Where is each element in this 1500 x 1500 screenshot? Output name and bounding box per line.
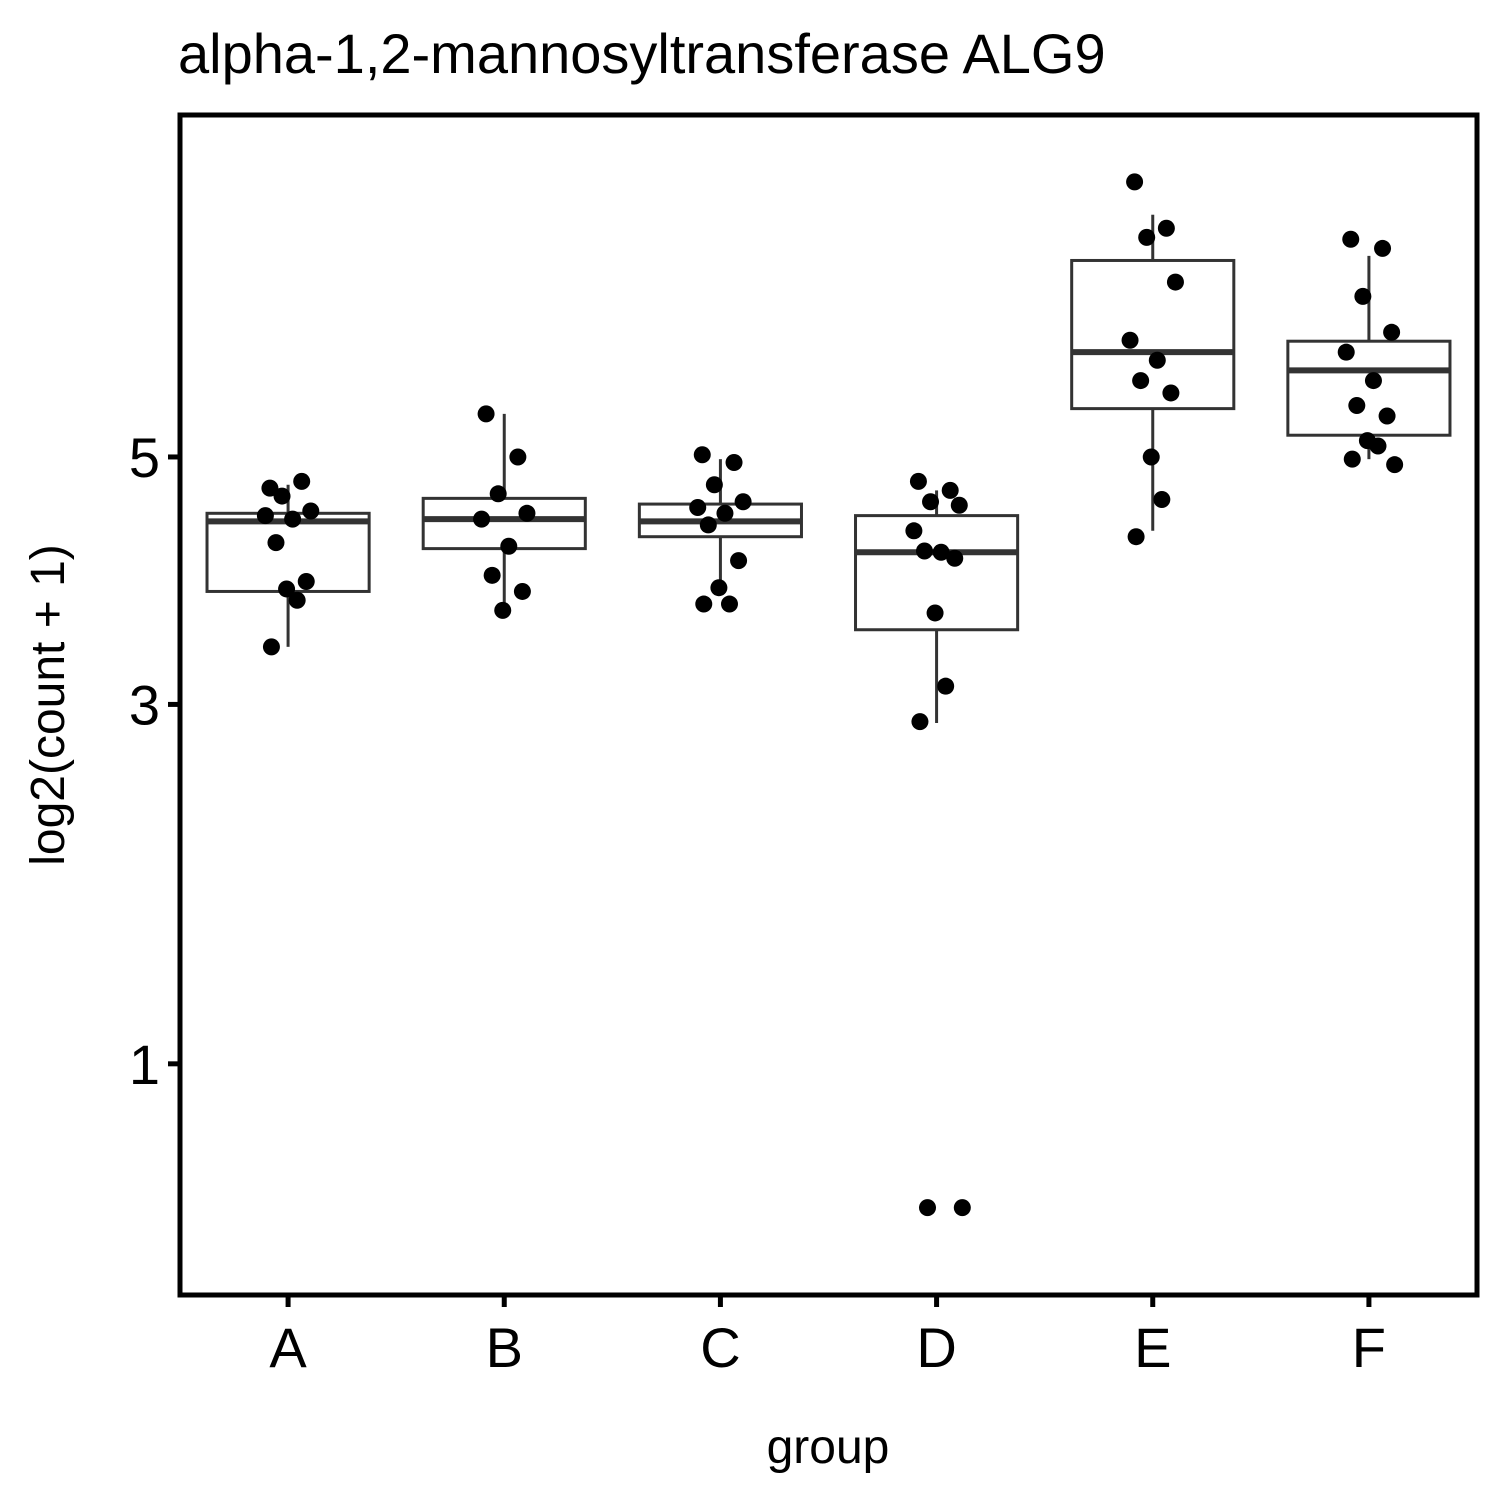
data-point	[705, 476, 723, 494]
y-axis-title: log2(count + 1)	[22, 544, 75, 866]
data-point	[1364, 372, 1382, 390]
data-point	[1126, 173, 1144, 191]
data-point	[1386, 456, 1404, 474]
box-group-A	[205, 472, 371, 656]
box-group-E	[1070, 173, 1236, 546]
data-point	[695, 595, 713, 613]
box-group-F	[1286, 230, 1452, 474]
data-point	[1378, 407, 1396, 425]
box-group-D	[854, 472, 1020, 1217]
x-tick-label: E	[1134, 1316, 1171, 1379]
data-point	[1162, 384, 1180, 402]
data-point	[1166, 273, 1184, 291]
box-A	[205, 511, 371, 593]
data-point	[489, 485, 507, 503]
data-point	[950, 496, 968, 514]
data-point	[730, 552, 748, 570]
data-point	[716, 504, 734, 522]
data-point	[273, 487, 291, 505]
data-point	[477, 405, 495, 423]
data-point	[1148, 351, 1166, 369]
data-point	[1142, 448, 1160, 466]
data-point	[1354, 287, 1372, 305]
x-tick-label: B	[486, 1316, 523, 1379]
data-point	[689, 499, 707, 517]
box-E	[1070, 258, 1236, 411]
data-point	[267, 534, 285, 552]
data-point	[1374, 239, 1392, 257]
data-point	[1121, 331, 1139, 349]
data-point	[699, 516, 717, 534]
data-point	[278, 580, 296, 598]
data-point	[1127, 528, 1145, 546]
data-point	[1132, 372, 1150, 390]
box-F	[1286, 339, 1452, 437]
data-point	[293, 472, 311, 490]
data-point	[494, 601, 512, 619]
data-point	[693, 446, 711, 464]
data-point	[911, 713, 929, 731]
data-point	[932, 543, 950, 561]
data-point	[941, 481, 959, 499]
data-point	[905, 522, 923, 540]
data-point	[1369, 437, 1387, 455]
data-point	[288, 591, 306, 609]
data-point	[937, 677, 955, 695]
plot-area	[205, 173, 1452, 1217]
data-point	[909, 472, 927, 490]
axes: A B C D E F 1 3 5	[129, 426, 1386, 1379]
box-group-B	[421, 405, 587, 619]
x-axis-title: group	[767, 1421, 890, 1474]
data-point	[915, 542, 933, 560]
data-point	[1157, 219, 1175, 237]
data-point	[1138, 228, 1156, 246]
chart-title: alpha-1,2-mannosyltransferase ALG9	[178, 22, 1106, 85]
data-point	[473, 510, 491, 528]
x-tick-label: D	[916, 1316, 956, 1379]
data-point	[1342, 230, 1360, 248]
plot-frame	[177, 112, 1480, 1298]
data-point	[262, 638, 280, 656]
data-point	[513, 582, 531, 600]
data-point	[500, 537, 518, 555]
data-point	[720, 595, 738, 613]
data-point	[302, 502, 320, 520]
data-point	[284, 510, 302, 528]
data-point	[922, 493, 940, 511]
data-point	[946, 549, 964, 567]
data-point	[483, 566, 501, 584]
data-point	[1383, 323, 1401, 341]
data-point	[734, 493, 752, 511]
data-point	[926, 604, 944, 622]
data-point	[953, 1199, 971, 1217]
x-tick-label: F	[1352, 1316, 1386, 1379]
data-point	[710, 579, 728, 597]
x-tick-label: C	[700, 1316, 740, 1379]
data-point	[256, 507, 274, 525]
data-point	[1343, 450, 1361, 468]
y-tick-label: 5	[129, 426, 160, 489]
data-point	[518, 504, 536, 522]
data-point	[1348, 396, 1366, 414]
data-point	[725, 453, 743, 471]
x-tick-label: A	[269, 1316, 307, 1379]
data-point	[261, 479, 279, 497]
data-point	[509, 448, 527, 466]
data-point	[297, 572, 315, 590]
box-group-C	[637, 446, 803, 613]
data-point	[1153, 491, 1171, 509]
data-point	[1337, 343, 1355, 361]
y-tick-label: 3	[129, 673, 160, 736]
data-point	[919, 1199, 937, 1217]
y-tick-label: 1	[129, 1033, 160, 1096]
